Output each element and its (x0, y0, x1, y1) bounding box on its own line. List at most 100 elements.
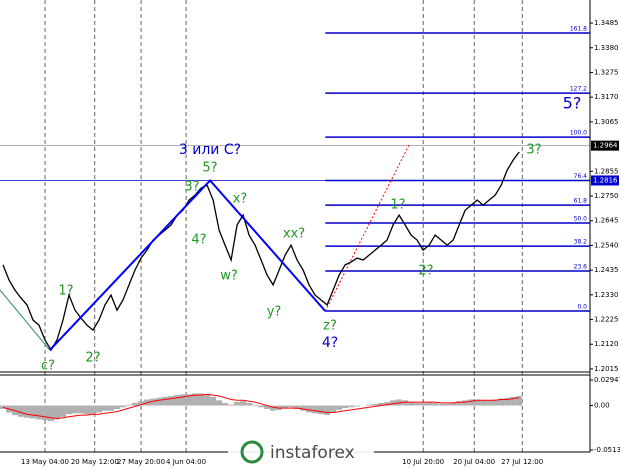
fib-label: 161.8 (570, 25, 587, 32)
wave-label: 3? (184, 180, 199, 195)
osc-bar (210, 396, 217, 406)
y-tick-label: 1.3485 (594, 19, 619, 27)
y-tick-label: 1.2645 (594, 217, 619, 225)
osc-bar (66, 405, 73, 415)
osc-bar (318, 405, 325, 415)
projection (324, 142, 411, 312)
osc-bar (306, 405, 313, 413)
osc-bar (450, 402, 457, 406)
wave-label: x? (233, 192, 248, 207)
wave-label: c? (41, 359, 55, 374)
plot: 0.0 23.6 38.2 50.0 61.8 76.4 100.0 127.2 161.8 1.… (0, 25, 619, 422)
osc-bar (492, 399, 499, 406)
osc-bar (216, 400, 223, 406)
fib-label: 100.0 (570, 130, 587, 137)
wave-label: 2? (85, 351, 100, 366)
osc-bar (234, 402, 241, 406)
osc-bar (510, 396, 517, 406)
osc-bar (36, 405, 43, 420)
osc-bar (366, 404, 373, 406)
osc-bar (498, 398, 505, 406)
y-tick-label: 1.3275 (594, 68, 619, 76)
watermark-logo (240, 440, 264, 464)
fib-label: 38.2 (574, 239, 588, 246)
wave-label: xx? (283, 227, 305, 242)
wave-label: 3? (526, 143, 541, 158)
y-tick-label: 1.3380 (594, 44, 619, 52)
osc-bar (504, 397, 511, 406)
osc-bar (54, 405, 61, 420)
wave-label: 1? (390, 198, 405, 213)
osc-bar (432, 402, 439, 406)
osc-bar (48, 405, 55, 422)
osc-bar (384, 402, 391, 406)
osc-bar (198, 393, 205, 406)
watermark-text: instaforex (270, 443, 355, 463)
osc-bar (474, 399, 481, 406)
y-tick-label: 1.3170 (594, 93, 619, 101)
osc-bar (90, 405, 97, 415)
osc-bar (114, 405, 121, 409)
osc-bar (132, 402, 139, 406)
osc-bar (204, 394, 211, 406)
y-tick-label: 1.2435 (594, 266, 619, 274)
osc-bar (390, 400, 397, 406)
osc-bar (78, 405, 85, 414)
osc-tick-label: 0.02947 (594, 376, 620, 384)
watermark: instaforex (228, 434, 374, 469)
osc-bar (222, 402, 229, 406)
price-line (2, 151, 520, 352)
osc-bar (270, 405, 277, 411)
wave-label: 2? (418, 264, 433, 279)
osc-bar (426, 402, 433, 406)
osc-bar (228, 404, 235, 406)
osc-bar (288, 405, 295, 408)
wave-label: 4? (322, 335, 338, 351)
osc-bar (138, 401, 145, 406)
osc-bar (150, 398, 157, 406)
y-tick-label: 1.3065 (594, 118, 619, 126)
osc-bar (456, 401, 463, 406)
osc-bar (468, 399, 475, 406)
osc-bar (348, 405, 355, 408)
osc-bar (120, 405, 127, 408)
wave-label: 3 или C? (179, 142, 241, 158)
price-box-label: 1.2964 (593, 142, 618, 150)
osc-bar (108, 405, 115, 411)
osc-bar (252, 404, 259, 406)
wave-label: w? (220, 269, 238, 284)
x-tick-label: 13 May 04:00 (21, 458, 69, 466)
osc-bar (30, 405, 37, 419)
fib-label: 127.2 (570, 86, 587, 93)
osc-bar (60, 405, 67, 417)
y-tick-label: 1.2750 (594, 192, 619, 200)
price-box-label: 1.2816 (593, 176, 618, 184)
wave-label: 4? (191, 233, 206, 248)
x-tick-label: 27 May 20:00 (117, 458, 165, 466)
wave-main (49, 179, 327, 351)
osc-bar (336, 405, 343, 410)
wave-label: z? (323, 319, 337, 334)
x-tick-label: 4 Jun 04:00 (166, 458, 206, 466)
osc-bar (378, 402, 385, 406)
osc-bar (174, 395, 181, 406)
osc-bar (126, 404, 133, 406)
price-box (591, 140, 619, 151)
osc-tick-label: -0.05133 (594, 446, 620, 454)
osc-bar (96, 405, 103, 413)
osc-bar (18, 405, 25, 417)
osc-bar (342, 405, 349, 409)
osc-bar (84, 405, 91, 415)
grid: 1.3485 1.3380 1.3275 1.3170 1.3065 1.2855 1.27… (21, 0, 620, 466)
osc-bar (354, 405, 361, 407)
fib-label: 23.6 (574, 264, 588, 271)
wave-label: 5? (563, 94, 582, 113)
osc-bar (324, 405, 331, 416)
x-tick-label: 20 May 12:00 (71, 458, 119, 466)
osc-bar (168, 396, 175, 406)
y-tick-label: 1.2540 (594, 241, 619, 249)
osc-bar (402, 400, 409, 406)
